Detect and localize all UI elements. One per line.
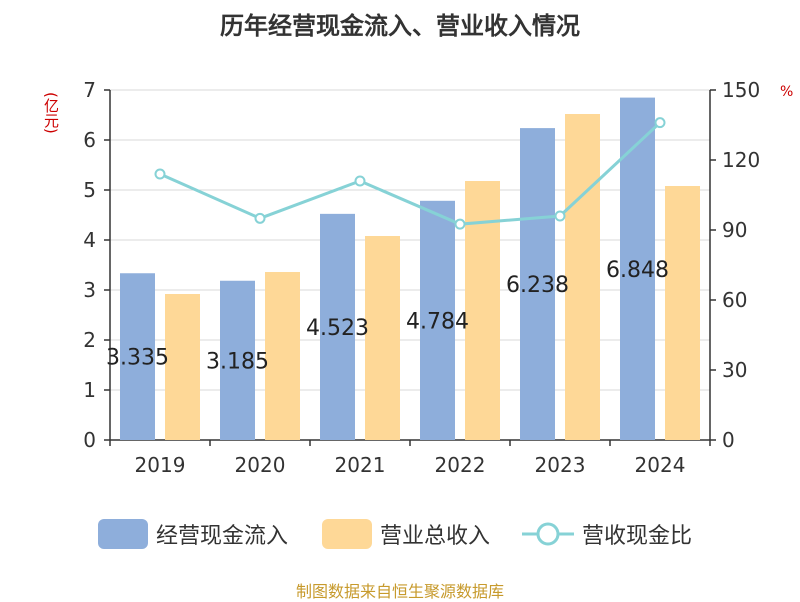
bar-revenue — [565, 114, 600, 440]
bar-data-label: 3.335 — [106, 346, 169, 371]
bar-cash-inflow — [320, 213, 355, 440]
bar-data-label: 6.848 — [606, 258, 669, 283]
ratio-line — [159, 121, 662, 226]
left-tick-label: 5 — [83, 178, 96, 202]
left-axis-unit: (亿元) — [42, 92, 60, 134]
ratio-point — [354, 175, 366, 187]
bar-revenue — [265, 272, 300, 440]
x-tick-label: 2022 — [435, 453, 486, 477]
bar-cash-inflow — [120, 273, 155, 440]
ratio-point — [454, 218, 466, 230]
data-source-note: 制图数据来自恒生聚源数据库 — [295, 582, 504, 601]
chart-title: 历年经营现金流入、营业收入情况 — [220, 12, 580, 40]
legend-item-revenue[interactable]: 营业总收入 — [322, 516, 490, 552]
left-tick-label: 7 — [83, 78, 96, 102]
right-tick-label: 150 — [722, 78, 760, 102]
ratio-point — [254, 212, 266, 224]
x-tick-label: 2019 — [135, 453, 186, 477]
bar-cash-inflow — [520, 128, 555, 440]
bar-cash-inflow — [220, 280, 255, 440]
legend-label: 营收现金比 — [582, 524, 693, 549]
right-tick-label: 90 — [722, 218, 747, 242]
x-tick-label: 2021 — [335, 453, 386, 477]
legend-swatch-ratio — [522, 522, 574, 546]
bar-data-label: 6.238 — [506, 273, 569, 298]
x-tick-label: 2024 — [635, 453, 686, 477]
right-tick-label: 0 — [722, 428, 735, 452]
legend-item-ratio[interactable]: 营收现金比 — [522, 516, 692, 552]
x-tick-label: 2020 — [235, 453, 286, 477]
left-tick-label: 1 — [83, 378, 96, 402]
bar-data-label: 4.523 — [306, 316, 369, 341]
ratio-point — [154, 168, 166, 180]
legend: 经营现金流入 营业总收入 营收现金比 — [0, 516, 800, 552]
legend-item-cash-inflow[interactable]: 经营现金流入 — [98, 516, 288, 552]
ratio-point — [554, 210, 566, 222]
bar-data-label: 4.784 — [406, 309, 469, 334]
bar-revenue — [365, 236, 400, 440]
right-axis-unit: % — [780, 84, 794, 100]
ratio-point — [654, 117, 666, 129]
bar-cash-inflow — [420, 200, 455, 440]
left-tick-label: 6 — [83, 128, 96, 152]
right-tick-label: 60 — [722, 288, 747, 312]
right-tick-label: 120 — [722, 148, 760, 172]
legend-swatch-cash-inflow — [98, 519, 148, 549]
left-tick-label: 2 — [83, 328, 96, 352]
left-tick-label: 4 — [83, 228, 96, 252]
left-tick-label: 0 — [83, 428, 96, 452]
bar-revenue — [165, 294, 200, 440]
bar-data-label: 3.185 — [206, 349, 269, 374]
legend-swatch-revenue — [322, 519, 372, 549]
legend-label: 经营现金流入 — [156, 524, 289, 549]
right-tick-label: 30 — [722, 358, 747, 382]
x-tick-label: 2023 — [535, 453, 586, 477]
left-tick-label: 3 — [83, 278, 96, 302]
bar-revenue — [665, 186, 700, 440]
legend-label: 营业总收入 — [380, 524, 491, 549]
